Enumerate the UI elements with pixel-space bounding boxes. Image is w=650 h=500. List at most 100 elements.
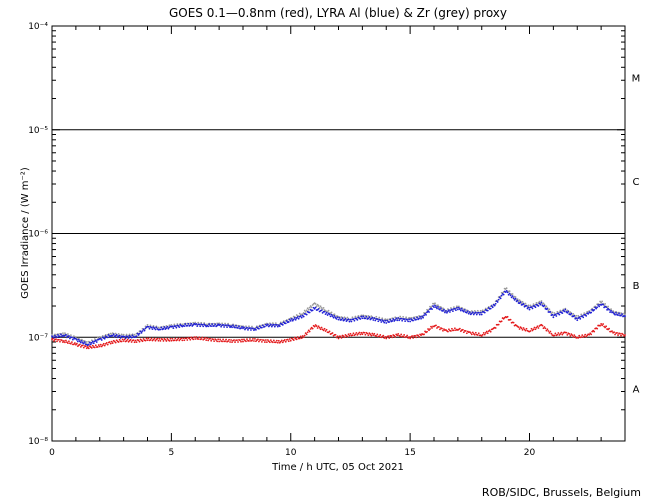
data-point (228, 338, 230, 341)
data-point (595, 307, 598, 310)
data-point (540, 300, 543, 302)
data-point (216, 324, 219, 327)
data-point (447, 310, 449, 313)
data-point (509, 318, 512, 321)
data-point (361, 333, 364, 336)
data-point (135, 341, 138, 344)
data-point (420, 334, 422, 337)
data-point (472, 313, 475, 316)
data-point (480, 335, 483, 337)
data-point (70, 336, 73, 339)
data-point (468, 311, 471, 314)
data-point (128, 333, 131, 336)
data-point (479, 309, 482, 312)
data-point (126, 335, 129, 338)
data-point (462, 331, 465, 334)
data-point (512, 321, 515, 324)
data-point (507, 293, 510, 296)
data-point (577, 314, 580, 317)
data-point (606, 308, 608, 311)
data-point (294, 318, 297, 321)
data-point (314, 306, 317, 309)
data-point (276, 325, 279, 328)
data-point (224, 322, 226, 325)
x-tick-label: 10 (285, 448, 297, 458)
data-point (403, 318, 406, 321)
data-point (539, 303, 542, 306)
data-point (518, 328, 521, 330)
data-point (446, 311, 448, 314)
data-point (381, 317, 384, 320)
data-point (601, 324, 604, 327)
data-point (317, 325, 320, 328)
data-point (490, 305, 493, 307)
data-point (409, 320, 412, 323)
data-point (207, 325, 210, 328)
data-point (541, 324, 544, 327)
data-point (204, 324, 207, 327)
data-point (404, 320, 407, 322)
data-point (521, 300, 524, 303)
data-point (65, 339, 67, 342)
data-point (59, 340, 61, 343)
data-point (204, 336, 207, 339)
data-point (208, 323, 211, 326)
data-point (450, 307, 452, 309)
data-point (252, 327, 254, 330)
data-point (429, 328, 431, 330)
data-point (240, 327, 242, 330)
data-point (352, 318, 355, 321)
data-point (262, 339, 265, 342)
data-point (410, 318, 413, 320)
data-point (64, 332, 66, 335)
data-point (524, 302, 527, 305)
data-point (93, 338, 96, 340)
data-point (309, 328, 312, 330)
data-point (330, 313, 333, 316)
data-point (608, 327, 610, 330)
data-point (307, 329, 310, 332)
data-point (397, 332, 400, 335)
data-point (109, 332, 112, 335)
data-point (83, 341, 86, 343)
data-point (117, 341, 120, 343)
data-point (55, 338, 57, 341)
data-point (79, 346, 82, 348)
data-point (303, 334, 306, 337)
data-point (195, 323, 198, 325)
data-point (129, 338, 132, 341)
data-point (499, 297, 502, 300)
data-point (331, 332, 334, 334)
data-point (304, 311, 307, 313)
data-point (479, 311, 482, 314)
data-point (600, 323, 603, 325)
data-point (408, 318, 411, 321)
data-point (210, 325, 213, 328)
data-point (421, 315, 423, 318)
data-point (505, 290, 508, 292)
data-point (545, 329, 548, 332)
data-point (336, 335, 339, 338)
data-point (349, 332, 352, 335)
x-tick-label: 15 (404, 448, 415, 458)
data-point (133, 333, 136, 336)
data-point (222, 324, 225, 326)
data-point (319, 305, 322, 308)
data-point (224, 340, 226, 343)
data-point (138, 332, 141, 335)
data-point (206, 337, 209, 340)
data-point (222, 338, 225, 341)
data-point (320, 326, 323, 329)
data-point (298, 312, 301, 315)
data-point (510, 296, 513, 299)
data-point (100, 339, 103, 341)
data-point (398, 319, 401, 322)
data-point (359, 333, 362, 336)
data-point (231, 326, 233, 329)
data-point (456, 308, 459, 311)
data-point (135, 335, 138, 338)
data-point (77, 338, 80, 341)
data-point (540, 301, 543, 304)
data-point (114, 341, 117, 344)
data-point (281, 323, 284, 326)
